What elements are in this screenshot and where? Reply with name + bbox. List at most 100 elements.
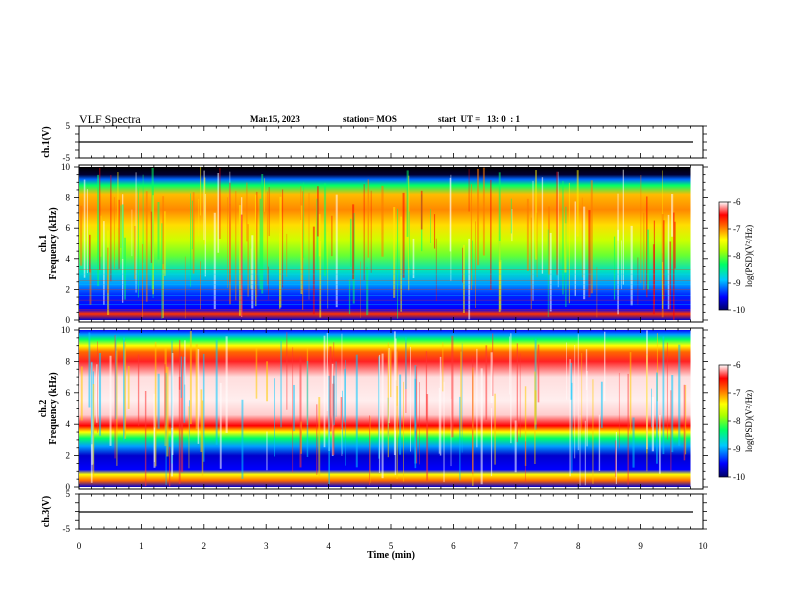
sferic-stripe — [88, 332, 91, 408]
sferic-stripe — [670, 390, 672, 472]
y-tick-label: 0 — [66, 482, 71, 492]
sferic-stripe — [443, 381, 445, 483]
sferic-stripe — [328, 375, 330, 485]
sferic-stripe — [498, 240, 501, 313]
ch2-sferic-striations — [80, 330, 693, 487]
sferic-stripe — [490, 352, 493, 404]
sferic-stripe — [323, 335, 326, 448]
sferic-stripe — [669, 241, 672, 310]
sferic-stripe — [646, 196, 648, 298]
sferic-stripe — [335, 194, 338, 308]
sferic-stripe — [274, 378, 276, 457]
sferic-stripe — [662, 170, 663, 254]
sferic-stripe — [250, 248, 252, 289]
y-axis-label: Frequency (kHz) — [48, 372, 59, 444]
sferic-stripe — [142, 244, 144, 317]
sferic-stripe — [142, 174, 144, 263]
sferic-stripe — [256, 191, 258, 298]
sferic-stripe — [470, 184, 473, 290]
sferic-stripe — [181, 356, 184, 473]
sferic-stripe — [510, 198, 512, 234]
sferic-stripe — [352, 204, 355, 280]
ch1-spectrogram-image — [79, 167, 693, 320]
sferic-stripe — [547, 229, 549, 317]
sferic-stripe — [412, 238, 415, 279]
sferic-stripe — [378, 354, 381, 473]
sferic-stripe — [116, 350, 118, 466]
y-tick-label: -5 — [63, 524, 71, 534]
sferic-stripe — [266, 361, 269, 402]
sferic-stripe — [134, 226, 136, 280]
sferic-stripe — [110, 175, 112, 282]
sferic-stripe — [662, 336, 665, 455]
x-tick-label: 6 — [451, 541, 456, 551]
sferic-stripe — [476, 348, 478, 448]
sferic-stripe — [656, 333, 658, 402]
x-tick-label: 9 — [638, 541, 643, 551]
y-tick-label: 10 — [61, 162, 71, 172]
x-tick-label: 10 — [699, 541, 709, 551]
sferic-stripe — [144, 390, 147, 487]
sferic-stripe — [312, 226, 315, 315]
y-axis-label: ch.1(V) — [41, 126, 52, 157]
y-tick-label: 5 — [66, 121, 71, 131]
chart-title: VLF Spectra — [79, 112, 141, 126]
sferic-stripe — [152, 195, 154, 295]
sferic-stripe — [683, 384, 686, 461]
sferic-stripe — [318, 397, 321, 477]
sferic-stripe — [450, 398, 452, 467]
sferic-stripe — [405, 337, 407, 390]
sferic-stripe — [585, 349, 588, 391]
sferic-stripe — [430, 209, 431, 244]
sferic-stripe — [198, 198, 200, 237]
sferic-stripe — [135, 172, 137, 293]
sferic-stripe — [240, 214, 243, 317]
sferic-stripe — [666, 342, 668, 440]
sferic-stripe — [419, 382, 420, 465]
sferic-stripe — [118, 199, 120, 269]
sferic-stripe — [180, 356, 182, 398]
sferic-stripe — [370, 190, 372, 273]
sferic-stripe — [617, 193, 619, 241]
sferic-stripe — [393, 207, 396, 298]
sferic-stripe — [217, 172, 220, 253]
axis-ticks — [74, 125, 708, 530]
sferic-stripe — [678, 344, 681, 446]
sferic-stripe — [438, 388, 440, 454]
sferic-stripe — [637, 257, 639, 306]
sferic-stripe — [622, 169, 624, 285]
sferic-stripe — [643, 212, 645, 290]
y-axis-label: Frequency (kHz) — [48, 207, 59, 279]
sferic-stripe — [292, 347, 294, 473]
sferic-stripe — [195, 344, 198, 430]
sferic-stripe — [341, 333, 343, 456]
sferic-stripe — [200, 167, 202, 216]
y-tick-label: 2 — [66, 451, 71, 461]
sferic-stripe — [80, 366, 83, 421]
ch1-sferic-striations — [79, 167, 693, 320]
sferic-stripe — [629, 352, 632, 434]
sferic-stripe — [204, 177, 206, 245]
y-tick-label: 6 — [66, 223, 71, 233]
sferic-stripe — [96, 364, 98, 423]
sferic-stripe — [396, 351, 398, 406]
colorbar-label: log(PSD)(V²/Hz) — [744, 225, 754, 287]
sferic-stripe — [472, 356, 474, 474]
sferic-stripe — [123, 337, 126, 441]
sferic-stripe — [577, 334, 579, 451]
sferic-stripe — [300, 205, 303, 295]
sferic-stripe — [511, 209, 513, 242]
sferic-stripe — [388, 348, 390, 424]
sferic-stripe — [202, 353, 205, 462]
sferic-stripe — [652, 244, 655, 315]
sferic-stripe — [137, 187, 139, 298]
sferic-stripe — [564, 223, 567, 273]
sferic-stripe — [114, 335, 116, 459]
sferic-stripe — [89, 234, 91, 273]
sferic-stripe — [161, 223, 163, 319]
colorbar-tick-label: -9 — [733, 278, 741, 288]
sferic-stripe — [342, 390, 343, 454]
sferic-stripe — [197, 349, 200, 444]
sferic-stripe — [524, 386, 527, 466]
colorbar-tick-label: -10 — [733, 305, 745, 315]
